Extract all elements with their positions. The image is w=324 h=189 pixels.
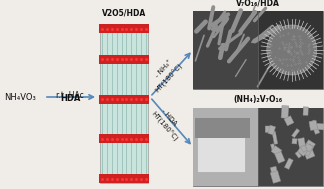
Bar	[99, 134, 149, 143]
Bar	[272, 132, 278, 144]
Bar	[275, 151, 285, 163]
Bar	[292, 138, 297, 144]
Bar	[99, 55, 149, 64]
Bar	[270, 171, 281, 183]
Bar	[193, 108, 258, 186]
Bar	[281, 105, 289, 118]
Text: - NH₄⁺: - NH₄⁺	[155, 58, 174, 78]
Bar	[300, 145, 307, 152]
Bar	[303, 140, 316, 154]
Bar	[304, 143, 313, 152]
Bar	[295, 151, 302, 158]
Bar	[193, 11, 323, 89]
Text: HT(180°C): HT(180°C)	[149, 110, 179, 143]
Bar	[268, 125, 275, 135]
Bar	[304, 144, 314, 156]
Bar	[197, 134, 245, 172]
Text: V2O5/HDA: V2O5/HDA	[102, 8, 146, 17]
Bar	[258, 108, 323, 186]
Bar	[309, 120, 318, 130]
Text: HT(180°C): HT(180°C)	[154, 62, 184, 94]
Text: HDA: HDA	[60, 94, 80, 103]
Bar	[270, 166, 278, 174]
Bar	[271, 146, 282, 156]
Text: (NH₄)₂V₇O₁₆: (NH₄)₂V₇O₁₆	[233, 95, 283, 104]
Bar	[297, 146, 307, 156]
Bar	[298, 138, 306, 150]
Circle shape	[267, 25, 317, 75]
Bar	[284, 116, 294, 126]
Text: - HDA: - HDA	[160, 108, 178, 126]
Bar	[284, 158, 293, 169]
Bar	[292, 129, 300, 138]
Bar	[302, 144, 315, 159]
Bar	[99, 94, 149, 104]
Bar	[193, 11, 258, 89]
Text: NH₄VO₃: NH₄VO₃	[4, 92, 36, 101]
Bar	[99, 24, 149, 33]
Bar	[271, 144, 275, 151]
Bar	[310, 120, 320, 134]
Bar	[258, 11, 323, 89]
Bar	[303, 107, 308, 115]
Bar	[316, 123, 324, 130]
Bar	[100, 24, 148, 183]
Bar	[265, 126, 271, 132]
Text: V₇O₁₆/HDA: V₇O₁₆/HDA	[236, 0, 280, 7]
Bar	[193, 108, 323, 186]
Bar	[195, 118, 250, 138]
Bar	[99, 174, 149, 183]
Text: r.t. HAc: r.t. HAc	[56, 91, 84, 100]
